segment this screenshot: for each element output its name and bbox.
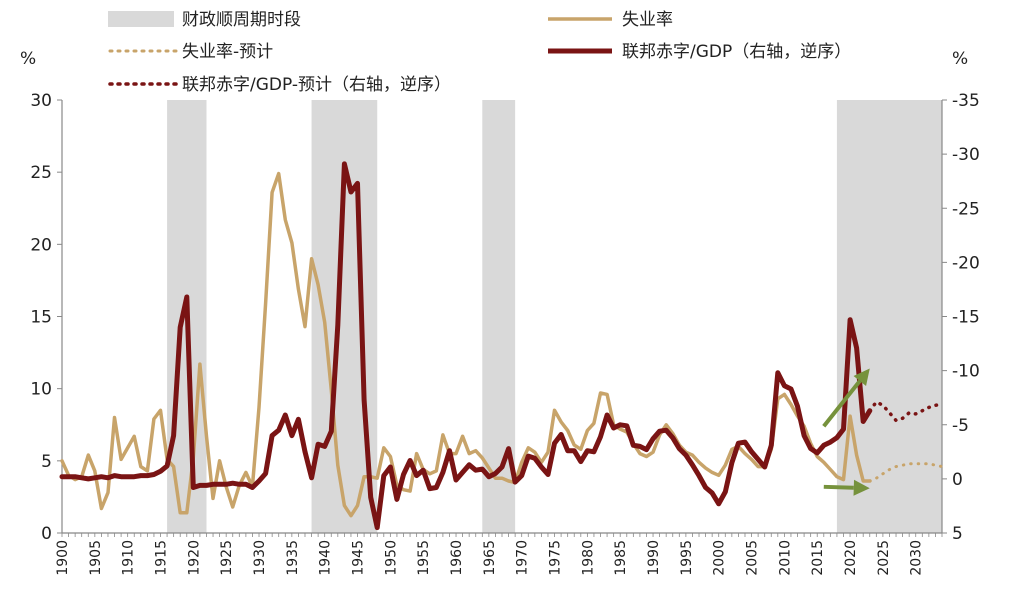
x-tick-label: 1905	[88, 540, 104, 576]
left-axis-unit: %	[20, 49, 36, 69]
legend-label-deficit: 联邦赤字/GDP（右轴，逆序）	[622, 42, 851, 62]
x-tick-label: 2025	[876, 540, 892, 576]
x-tick-label: 1915	[154, 540, 170, 576]
x-tick-label: 1980	[580, 540, 596, 576]
series-line-3	[59, 161, 873, 531]
right-tick-label: -20	[952, 253, 980, 273]
left-tick-label: 30	[30, 91, 52, 111]
x-tick-label: 2015	[810, 540, 826, 576]
x-tick-label: 1950	[383, 540, 399, 576]
legend-label-deficit-forecast: 联邦赤字/GDP-预计（右轴，逆序）	[182, 75, 451, 95]
x-tick-label: 1990	[646, 540, 662, 576]
right-tick-label: 5	[952, 524, 963, 544]
right-tick-label: -10	[952, 362, 980, 382]
x-tick-label: 1900	[55, 540, 71, 576]
x-tick-label: 1985	[613, 540, 629, 576]
left-tick-label: 20	[30, 235, 52, 255]
trend-arrow-head-1	[853, 368, 870, 386]
x-tick-label: 1925	[219, 540, 235, 576]
right-tick-label: -25	[952, 199, 980, 219]
x-tick-label: 1940	[318, 540, 334, 576]
right-tick-label: -35	[952, 91, 980, 111]
x-tick-label: 1920	[186, 540, 202, 576]
left-tick-label: 10	[30, 380, 52, 400]
arrows-layer	[822, 368, 870, 496]
x-tick-label: 1965	[482, 540, 498, 576]
left-tick-label: 0	[41, 524, 52, 544]
shaded-period-4	[836, 100, 942, 533]
left-tick-label: 15	[30, 308, 52, 328]
left-tick-label: 5	[41, 452, 52, 472]
legend-label-unemployment-forecast: 失业率-预计	[182, 42, 273, 62]
x-tick-label: 2030	[909, 540, 925, 576]
legend-label-shade: 财政顺周期时段	[182, 10, 301, 30]
right-tick-label: -15	[952, 308, 980, 328]
x-tick-label: 1930	[252, 540, 268, 576]
series-line-2	[868, 462, 944, 483]
right-tick-label: -5	[952, 416, 969, 436]
x-tick-label: 1935	[285, 540, 301, 576]
right-tick-label: 0	[952, 470, 963, 490]
x-tick-label: 2020	[843, 540, 859, 576]
x-tick-label: 1970	[515, 540, 531, 576]
x-tick-label: 1945	[351, 540, 367, 576]
legend-swatch-shade	[108, 11, 174, 27]
legend-label-unemployment: 失业率	[622, 10, 673, 30]
legend: 财政顺周期时段 失业率 失业率-预计 联邦赤字/GDP（右轴，逆序） 联邦赤字/…	[108, 10, 851, 95]
series-line-4	[868, 400, 944, 423]
x-tick-label: 1910	[121, 540, 137, 576]
trend-arrow-head-2	[853, 479, 870, 496]
x-tick-label: 2010	[777, 540, 793, 576]
left-tick-label: 25	[30, 163, 52, 183]
x-tick-label: 1960	[449, 540, 465, 576]
trend-arrow-shaft-1	[822, 379, 862, 428]
x-tick-label: 1995	[679, 540, 695, 576]
shaded-periods	[167, 100, 942, 533]
x-tick-label: 1955	[416, 540, 432, 576]
trend-arrow-shaft-2	[823, 484, 854, 490]
x-tick-label: 2005	[745, 540, 761, 576]
right-axis-unit: %	[952, 49, 968, 69]
right-tick-label: -30	[952, 145, 980, 165]
x-tick-label: 2000	[712, 540, 728, 576]
x-tick-label: 1975	[548, 540, 564, 576]
series-layer	[59, 161, 944, 531]
